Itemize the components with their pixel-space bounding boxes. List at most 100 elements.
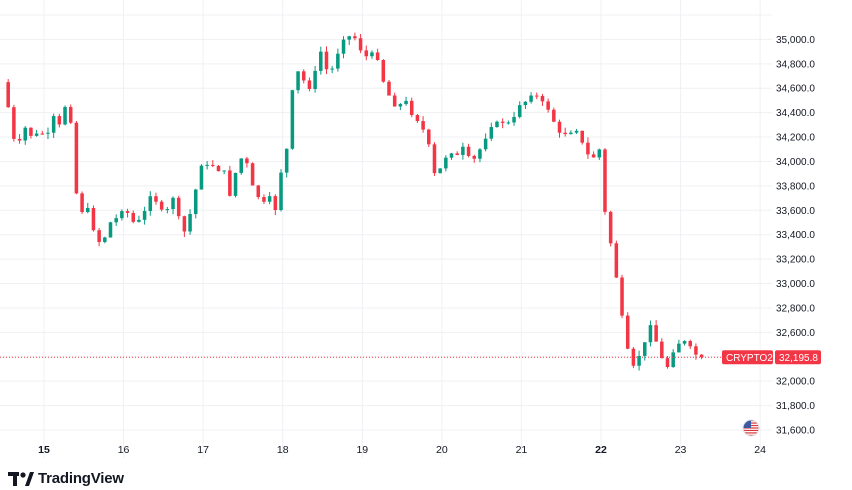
candle-down [427,129,431,145]
candle-down [660,341,664,359]
y-axis[interactable]: 31,600.031,800.032,000.032,400.032,600.0… [776,35,815,437]
candle-up [574,130,579,133]
candle-down [159,201,164,210]
symbol-tag-label: CRYPTO20 [726,353,779,364]
candle-up [34,133,39,136]
last-price-tag: CRYPTO20 32,195.8 [722,350,821,365]
candle-up [148,196,153,211]
y-tick-label: 35,000.0 [776,35,815,46]
y-tick-label: 32,800.0 [776,303,815,314]
candle-up [478,149,482,159]
candle-up [142,210,147,220]
candle-up [671,352,675,368]
candle-down [591,154,596,158]
candle-down [432,144,437,174]
candle-down [40,133,45,135]
candle-down [694,346,698,355]
candle-up [103,237,107,243]
candle-up [267,196,272,202]
candle-up [171,197,175,210]
y-tick-label: 32,600.0 [776,328,815,339]
candle-down [546,101,550,110]
candle-down [654,325,658,342]
candle-down [91,207,96,231]
candle-up [239,158,243,173]
candle-up [370,52,374,57]
candle-up [23,127,28,141]
candle-down [375,52,380,61]
candle-up [46,132,50,134]
candle-down [131,212,135,222]
candle-down [603,149,607,212]
candle-down [620,277,624,316]
candle-up [233,172,238,196]
candle-down [421,121,425,130]
candle-up [290,90,295,149]
candle-down [455,153,459,155]
us-flag-icon[interactable] [742,419,760,437]
candle-up [517,105,522,117]
y-tick-label: 34,800.0 [776,59,815,70]
candle-down [557,121,562,133]
candle-up [188,213,192,232]
candle-down [364,50,369,57]
x-axis[interactable]: 15 16 17 18 19 20 21 22 23 24 [38,444,766,456]
y-tick-label: 32,000.0 [776,377,815,388]
candle-up [529,95,533,102]
candle-down [250,163,255,186]
x-tick-label: 20 [436,444,448,456]
candle-up [404,100,408,105]
candle-down [358,38,363,51]
candle-up [296,71,300,91]
candle-down [688,341,692,347]
y-tick-label: 33,000.0 [776,279,815,290]
candle-up [449,153,454,158]
candle-down [540,96,545,102]
candle-up [444,157,448,169]
candle-down [563,132,567,135]
candle-down [125,211,130,213]
candle-up [205,164,209,166]
candle-down [614,243,619,278]
x-tick-label: 21 [516,444,528,456]
candle-up [120,211,124,219]
tradingview-logo[interactable]: TradingView [8,470,124,487]
candle-up [483,138,488,150]
candle-down [307,80,312,89]
candle-down [211,164,215,166]
y-tick-label: 33,600.0 [776,206,815,217]
candle-up [682,341,687,344]
candle-down [409,100,414,116]
candle-down [182,216,187,232]
y-tick-label: 33,200.0 [776,255,815,266]
candles [6,32,704,371]
candle-down [387,81,391,96]
symbol-tag-bg [722,350,773,365]
candle-down [353,36,357,39]
candle-down [392,95,397,107]
candle-up [199,165,204,190]
candle-up [643,342,647,356]
candle-up [523,101,528,106]
candle-up [63,107,67,125]
price-tag-label: 32,195.8 [779,353,818,364]
candle-down [625,315,630,349]
candle-up [637,355,641,366]
x-tick-label: 24 [754,444,766,456]
x-tick-label: 16 [118,444,130,456]
candle-up [336,53,340,69]
x-tick-label: 22 [595,444,607,456]
candle-up [512,116,516,123]
candle-up [284,148,289,173]
candle-up [222,170,226,172]
y-tick-label: 31,800.0 [776,401,815,412]
y-tick-label: 34,000.0 [776,157,815,168]
candle-up [495,121,499,128]
x-tick-label: 19 [356,444,368,456]
candle-down [68,107,73,123]
candle-up [398,104,403,107]
candle-up [569,132,573,135]
candle-down [324,51,329,70]
candle-down [608,211,613,244]
